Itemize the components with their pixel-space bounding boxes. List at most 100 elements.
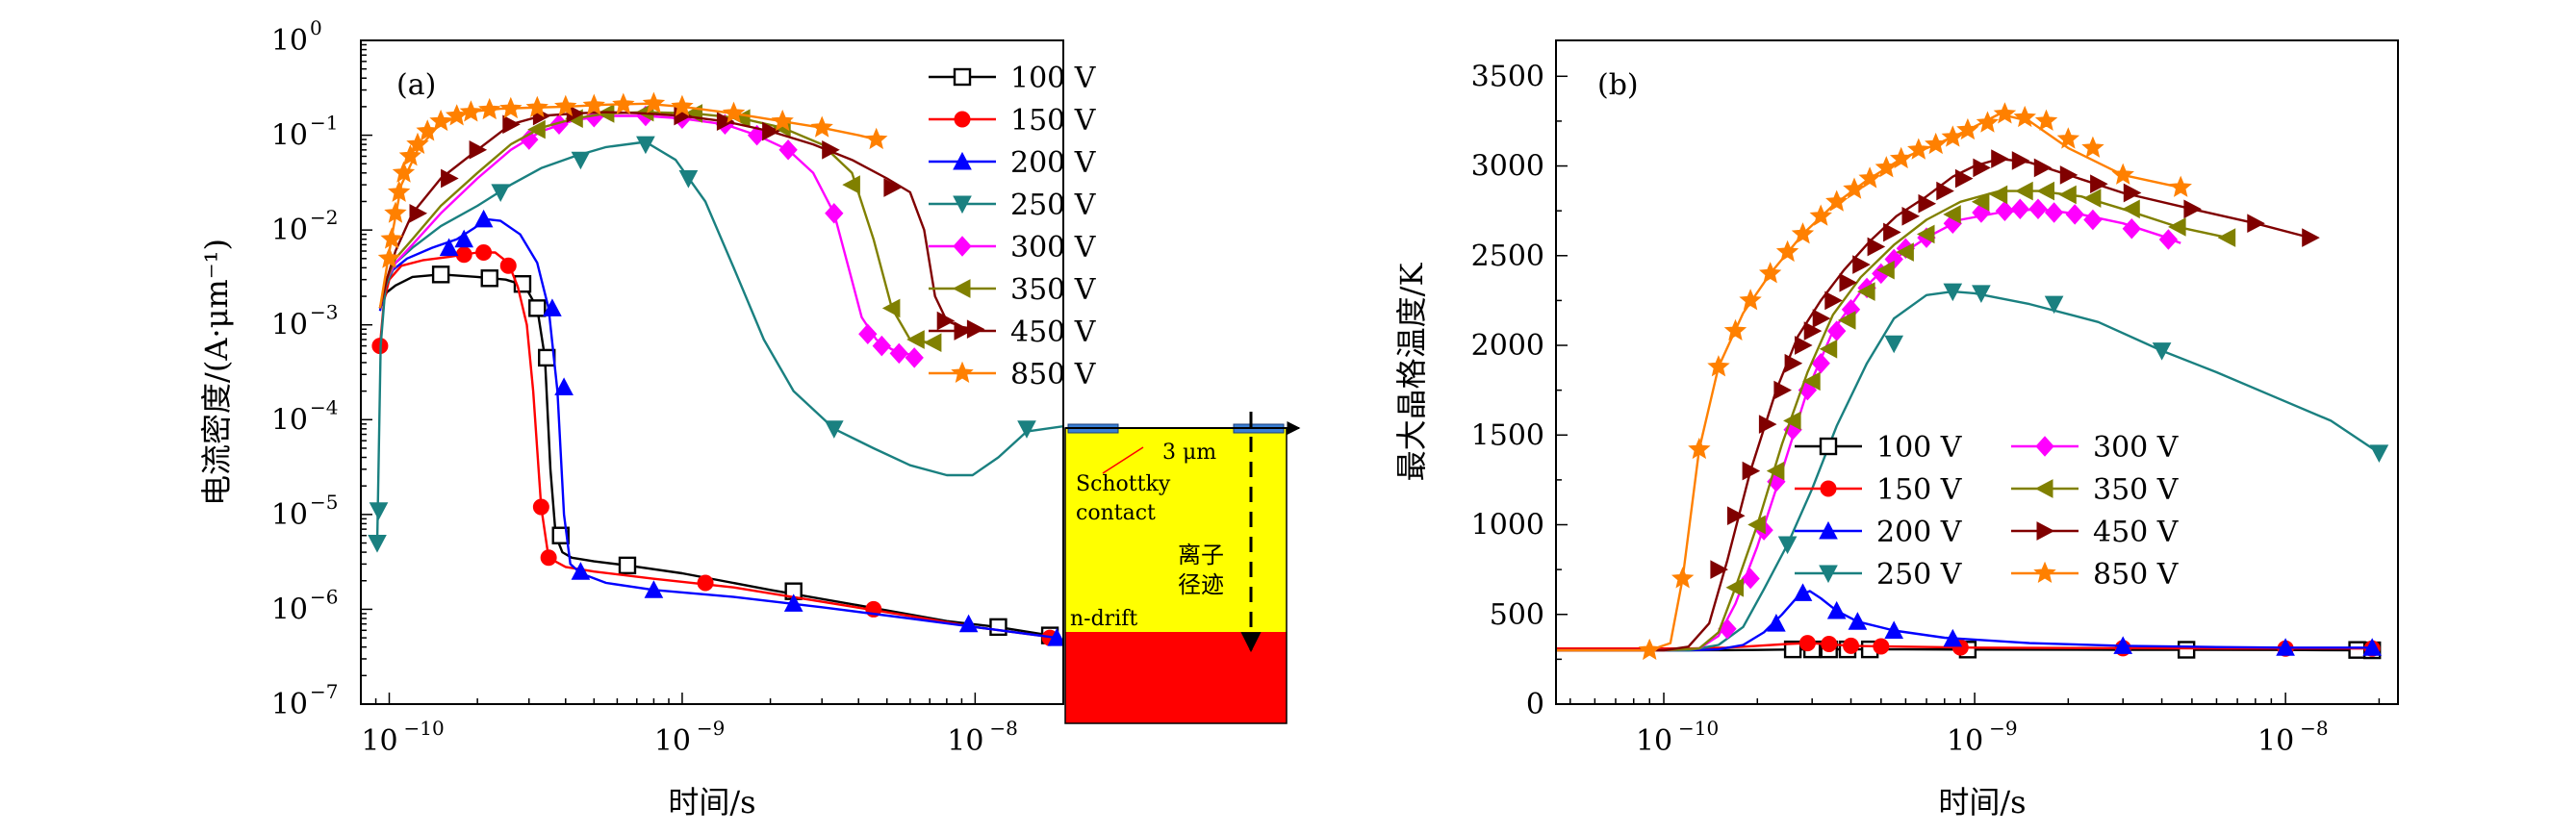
data-point xyxy=(377,246,401,268)
legend-marker xyxy=(953,67,972,87)
panel-b-legend: 100 V 150 V 200 V 250 V 300 V 350 V 450 V 850 V xyxy=(1795,431,2180,592)
data-point xyxy=(499,96,523,119)
data-point xyxy=(1824,290,1843,311)
panel-a-axes: 10 −10 10 −9 10 −810 010 −110 −210 −310 −410 −510 −6… xyxy=(271,16,1064,758)
data-point xyxy=(2044,295,2064,315)
legend-marker xyxy=(951,361,974,383)
legend-marker xyxy=(1819,520,1838,540)
data-point xyxy=(678,170,699,189)
legend-item: 300 V xyxy=(2011,431,2180,465)
data-point xyxy=(475,243,493,261)
data-point xyxy=(697,574,714,592)
legend-item: 150 V xyxy=(929,104,1097,138)
panel-a-label: (a) xyxy=(396,68,436,102)
data-point xyxy=(2302,228,2320,247)
data-point xyxy=(1848,612,1868,630)
data-point xyxy=(1884,620,1904,639)
data-point xyxy=(1936,181,1954,201)
legend-label: 450 V xyxy=(1010,316,1097,349)
data-point xyxy=(480,269,498,288)
legend-item: 450 V xyxy=(929,316,1097,349)
data-point xyxy=(1875,156,1899,178)
data-point xyxy=(2065,204,2084,225)
data-point xyxy=(842,175,860,194)
legend-item: 350 V xyxy=(929,273,1097,307)
data-point xyxy=(1876,260,1895,280)
legend-label: 150 V xyxy=(1010,104,1097,138)
inset-contact-label-1: Schottky xyxy=(1076,472,1171,496)
y-tick-label-exponent: −4 xyxy=(310,395,338,418)
y-tick-label-exponent: −7 xyxy=(310,680,338,703)
legend-label: 200 V xyxy=(1010,146,1097,180)
data-point xyxy=(1839,272,1858,292)
x-tick-label-exponent: −9 xyxy=(1989,717,2017,740)
data-point xyxy=(2082,189,2102,208)
data-point xyxy=(1671,567,1695,589)
data-point xyxy=(491,184,511,202)
data-point xyxy=(1972,285,1991,303)
data-point xyxy=(1901,206,1921,226)
legend-marker xyxy=(1820,480,1837,497)
series-line xyxy=(378,251,1058,640)
data-point xyxy=(1857,282,1875,301)
legend-marker xyxy=(2034,479,2053,498)
panel-b: 10 −10 10 −9 10 −8 0 500 1000 1500 2000 2500 3000 350… xyxy=(1393,39,2399,820)
legend-label: 450 V xyxy=(2093,516,2180,549)
x-tick-label: 10 xyxy=(361,724,397,758)
data-point xyxy=(1791,222,1815,244)
data-point xyxy=(571,562,591,580)
data-point xyxy=(540,549,557,567)
legend-item: 300 V xyxy=(929,231,1097,265)
data-point xyxy=(881,298,901,318)
data-point xyxy=(864,127,888,150)
data-point xyxy=(722,101,746,123)
data-point xyxy=(1812,309,1831,328)
data-point xyxy=(1758,415,1777,434)
series-line xyxy=(378,273,1051,637)
data-point xyxy=(2044,202,2064,223)
panel-a-legend: 100 V 150 V 200 V 250 V 300 V 350 V 450 V 850 V xyxy=(929,62,1097,391)
data-point xyxy=(551,526,570,544)
data-point xyxy=(810,115,833,138)
data-point xyxy=(380,227,403,249)
y-tick-label: 2000 xyxy=(1471,329,1544,363)
data-point xyxy=(889,342,908,365)
data-point xyxy=(671,94,694,116)
data-point xyxy=(1783,411,1801,431)
data-point xyxy=(1784,353,1803,373)
data-point xyxy=(1811,352,1830,374)
data-point xyxy=(2056,127,2080,149)
x-tick-label: 10 xyxy=(947,724,983,758)
data-point xyxy=(406,132,429,155)
data-point xyxy=(502,114,521,135)
legend-label: 850 V xyxy=(2093,558,2180,592)
y-tick-label: 10 xyxy=(271,688,308,721)
x-tick-label-exponent: −9 xyxy=(697,717,725,740)
x-tick-label-exponent: −8 xyxy=(2300,717,2328,740)
data-point xyxy=(1896,242,1914,262)
inset-width-label: 3 μm xyxy=(1162,441,1216,465)
data-point xyxy=(527,119,546,139)
panel-a-xlabel: 时间/s xyxy=(668,784,755,820)
y-tick-label: 10 xyxy=(271,309,308,342)
panel-a-series xyxy=(368,91,1063,646)
panel-a-ylabel: 电流密度/(A·μm⁻¹) xyxy=(198,239,235,506)
legend-marker xyxy=(953,236,972,257)
inset-pointer-line xyxy=(1102,446,1144,474)
data-point xyxy=(478,97,501,120)
data-point xyxy=(822,139,840,160)
data-point xyxy=(2033,158,2053,178)
data-point xyxy=(1773,380,1792,400)
y-tick-label: 2500 xyxy=(1471,240,1544,273)
inset-track-label-2: 径迹 xyxy=(1178,571,1224,598)
legend-marker xyxy=(952,279,971,298)
legend-item: 850 V xyxy=(929,358,1097,391)
data-point xyxy=(1916,224,1935,244)
legend-marker xyxy=(2036,521,2055,541)
data-point xyxy=(532,498,549,516)
data-point xyxy=(392,161,416,183)
inset-drift-label: n-drift xyxy=(1070,607,1137,631)
data-point xyxy=(2152,342,2172,361)
y-tick-label-exponent: −6 xyxy=(310,585,338,608)
x-tick-label: 10 xyxy=(2257,724,2294,758)
